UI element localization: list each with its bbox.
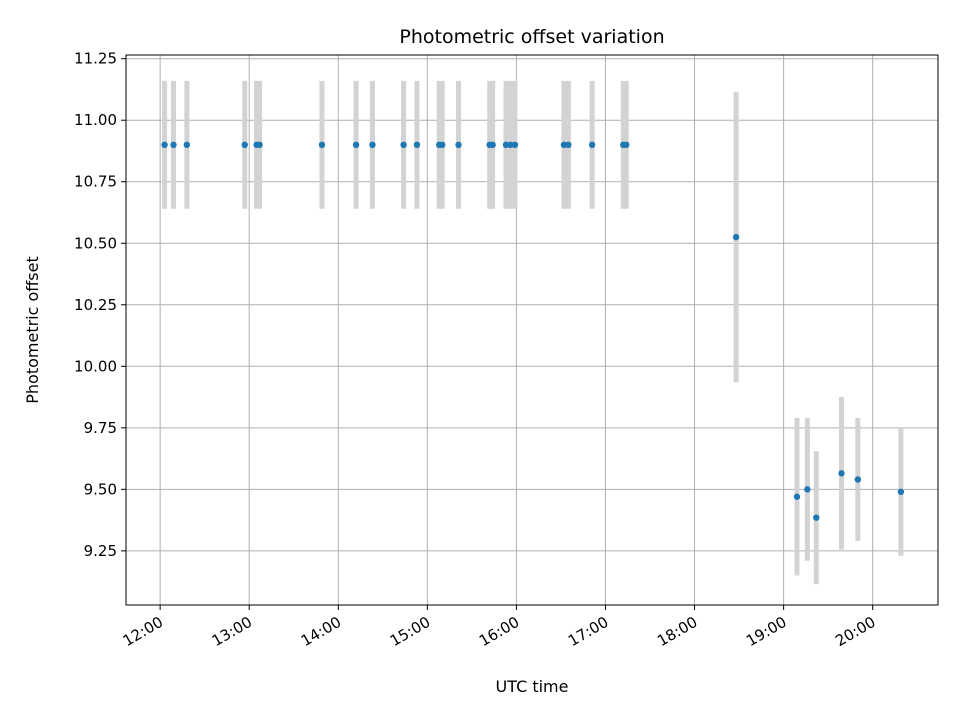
data-point — [438, 141, 446, 149]
x-tick-label: 15:00 — [387, 613, 433, 650]
error-bars — [162, 80, 904, 585]
data-point — [793, 493, 801, 500]
data-point — [400, 141, 407, 149]
data-point — [897, 488, 905, 496]
x-tick-label: 18:00 — [654, 613, 700, 650]
data-point — [804, 486, 811, 493]
x-tick-label: 20:00 — [832, 613, 878, 650]
data-point — [588, 141, 596, 149]
data-point — [161, 141, 168, 149]
y-tick-label: 10.25 — [74, 296, 117, 314]
x-tick-label: 12:00 — [120, 613, 166, 650]
data-point — [170, 141, 177, 149]
data-points — [161, 141, 905, 521]
data-point — [352, 141, 360, 149]
data-point — [502, 141, 510, 149]
data-point — [813, 514, 820, 521]
y-tick-label: 9.75 — [84, 419, 117, 437]
data-point — [507, 141, 514, 149]
data-point — [511, 141, 519, 149]
y-axis-label: Photometric offset — [23, 256, 42, 404]
y-tick-label: 10.50 — [74, 234, 117, 252]
x-axis-label: UTC time — [496, 677, 569, 696]
x-axis-ticks: 12:00 13:00 14:00 15:00 16:00 17:00 18:00 19:00… — [120, 605, 879, 650]
x-tick-label: 17:00 — [565, 613, 611, 650]
data-point — [732, 233, 740, 241]
data-point — [838, 470, 845, 477]
y-tick-label: 10.00 — [74, 357, 117, 375]
y-tick-label: 11.25 — [74, 50, 117, 68]
data-point — [565, 141, 572, 149]
y-tick-label: 11.00 — [74, 111, 117, 129]
data-point — [256, 141, 263, 149]
x-tick-label: 13:00 — [209, 613, 255, 650]
x-tick-label: 19:00 — [743, 613, 789, 650]
data-point — [560, 141, 568, 149]
y-tick-label: 10.75 — [74, 173, 117, 191]
data-point — [413, 141, 421, 149]
data-point — [854, 476, 862, 483]
data-point — [623, 141, 630, 149]
y-tick-label: 9.25 — [84, 542, 117, 560]
x-tick-label: 14:00 — [298, 613, 344, 650]
data-point — [318, 141, 326, 149]
y-tick-label: 9.50 — [84, 480, 117, 498]
data-point — [183, 141, 191, 149]
data-point — [369, 141, 376, 149]
data-point — [489, 141, 496, 149]
chart-title: Photometric offset variation — [399, 26, 664, 48]
plot-frame — [125, 54, 939, 606]
data-point — [241, 141, 248, 149]
data-point — [455, 141, 462, 149]
x-tick-label: 16:00 — [476, 613, 522, 650]
grid — [126, 55, 938, 605]
y-axis-ticks: 9.25 9.50 9.75 10.00 10.25 10.50 10.75 11.00 11.… — [74, 50, 126, 560]
